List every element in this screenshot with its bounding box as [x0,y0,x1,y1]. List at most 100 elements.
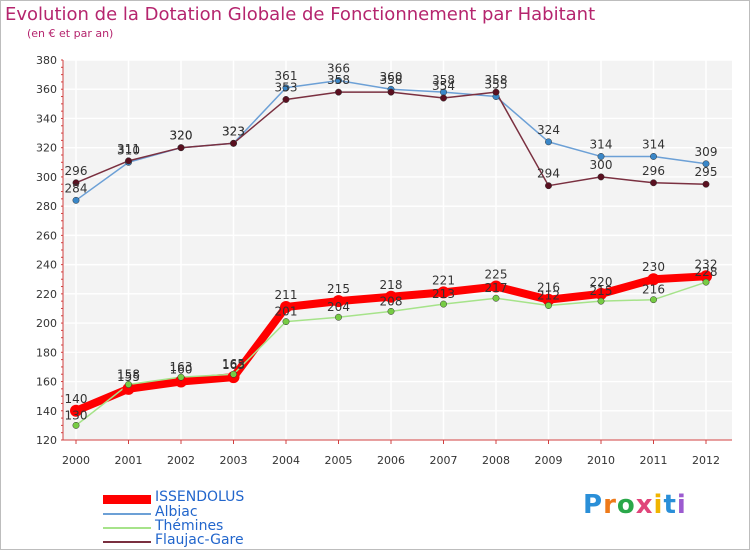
data-point-flaujac-gare [387,88,395,96]
legend-label: Thémines [155,518,224,534]
data-point-albiac [702,160,710,168]
data-label-albiac: 310 [117,143,140,157]
legend-swatch [103,494,151,504]
data-label-albiac: 284 [65,181,88,195]
data-label-th-mines: 201 [275,305,298,319]
data-label-flaujac-gare: 354 [432,79,455,93]
data-label-issendolus: 221 [432,273,455,287]
data-label-flaujac-gare: 294 [537,167,560,181]
y-tick-label: 260 [36,229,57,242]
y-tick-label: 240 [36,259,57,272]
y-tick-label: 340 [36,112,57,125]
data-label-th-mines: 165 [222,357,245,371]
y-tick-label: 300 [36,171,57,184]
data-point-th-mines [650,296,657,304]
data-label-flaujac-gare: 295 [695,165,718,179]
data-point-th-mines [387,307,395,315]
data-point-issendolus [70,404,82,417]
data-label-issendolus: 230 [642,260,665,274]
data-label-albiac: 314 [642,137,665,151]
data-point-flaujac-gare [597,173,605,181]
x-tick-label: 2006 [377,454,405,467]
x-tick-label: 2009 [535,454,563,467]
data-label-flaujac-gare: 311 [117,142,140,156]
logo-letter: P [583,490,604,520]
data-label-flaujac-gare: 358 [327,73,350,87]
data-point-albiac [282,84,290,92]
data-label-th-mines: 228 [695,265,718,279]
data-point-issendolus [647,273,660,286]
data-label-issendolus: 160 [170,363,193,377]
legend-swatch [103,513,151,515]
data-point-issendolus [385,290,397,303]
data-label-th-mines: 208 [380,294,403,308]
data-point-issendolus [280,301,292,313]
data-label-albiac: 361 [275,69,298,83]
data-point-flaujac-gare [72,179,80,187]
y-tick-label: 220 [36,288,57,301]
x-tick-label: 2004 [272,454,300,467]
y-tick-label: 160 [36,376,57,389]
logo-letter: i [676,490,687,520]
data-point-flaujac-gare [545,182,552,190]
data-label-th-mines: 216 [642,283,665,297]
legend-label: ISSENDOLUS [155,489,245,505]
data-label-issendolus: 225 [485,268,508,282]
data-label-albiac: 324 [537,123,560,137]
data-label-flaujac-gare: 323 [222,124,245,138]
data-point-flaujac-gare [230,139,237,147]
data-point-albiac [545,138,552,146]
data-label-th-mines: 130 [65,408,88,422]
data-label-albiac: 358 [432,73,455,87]
data-point-albiac [650,153,657,160]
data-label-th-mines: 163 [170,360,193,374]
data-label-flaujac-gare: 358 [485,73,508,87]
y-tick-label: 180 [36,346,57,359]
data-label-flaujac-gare: 296 [65,164,88,178]
data-label-issendolus: 220 [590,275,613,289]
x-tick-label: 2002 [167,454,195,467]
data-point-flaujac-gare [177,144,185,152]
logo-letter: o [616,490,636,520]
chart-title: Evolution de la Dotation Globale de Fonc… [5,4,596,25]
data-label-th-mines: 158 [117,367,140,381]
data-label-albiac: 360 [380,70,403,84]
data-label-issendolus: 218 [380,278,403,292]
logo-letter: i [653,490,664,520]
data-label-th-mines: 217 [485,281,508,295]
x-tick-label: 2003 [220,454,248,467]
y-tick-label: 320 [36,142,57,155]
y-tick-label: 140 [36,405,57,418]
data-label-flaujac-gare: 320 [170,129,193,143]
data-label-albiac: 320 [170,129,193,143]
x-tick-label: 2010 [587,454,615,467]
data-label-issendolus: 216 [537,281,560,295]
logo-letter: x [635,490,654,520]
data-point-th-mines [230,370,237,378]
data-label-th-mines: 212 [537,289,560,303]
data-label-albiac: 323 [222,124,245,138]
data-point-flaujac-gare [125,157,132,165]
data-point-th-mines [702,278,710,286]
data-label-th-mines: 215 [590,284,613,298]
data-label-flaujac-gare: 296 [642,164,665,178]
data-label-issendolus: 232 [695,257,718,271]
data-point-flaujac-gare [282,96,290,103]
y-tick-label: 380 [36,54,57,67]
data-point-th-mines [177,373,185,381]
data-point-flaujac-gare [492,88,500,96]
logo-letter: t [663,490,677,520]
x-tick-label: 2001 [115,454,143,467]
data-label-issendolus: 140 [65,392,88,406]
y-tick-label: 120 [36,434,57,447]
data-point-albiac [72,196,80,204]
legend-label: Flaujac-Gare [155,532,244,548]
data-point-th-mines [597,297,605,305]
y-tick-label: 280 [36,200,57,213]
data-point-th-mines [545,302,552,309]
x-tick-label: 2011 [640,454,668,467]
logo-letter: r [603,490,617,520]
data-point-issendolus [332,295,345,308]
x-tick-label: 2005 [325,454,353,467]
